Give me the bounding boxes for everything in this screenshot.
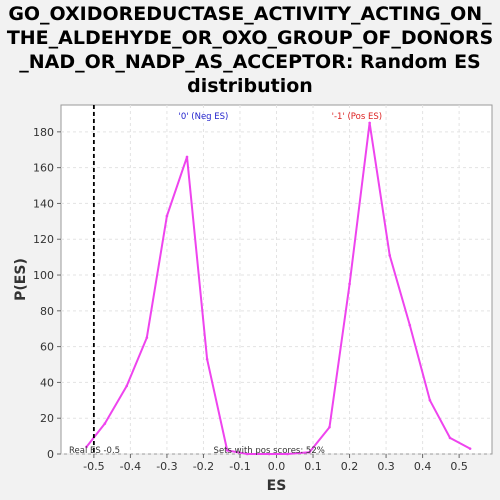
x-tick-label: 0.0 [268,460,286,473]
data-point [165,214,169,218]
y-tick-label: 160 [33,162,54,175]
data-point [368,121,371,125]
data-point [448,436,452,440]
series-line [85,121,471,455]
x-axis: -0.5 -0.4 -0.3 -0.2 -0.1 0.0 0.1 0.2 0.3 0.4 0.5 [83,454,468,473]
data-point [468,447,472,450]
x-tick-label: 0.3 [377,460,395,473]
pos-es-label: '-1' (Pos ES) [332,112,382,122]
y-tick-label: 140 [33,197,54,210]
data-point [225,449,229,452]
data-point [408,323,412,327]
x-tick-label: -0.5 [83,460,104,473]
data-point [388,254,392,257]
data-point [103,422,107,425]
y-axis-title: P(ES) [13,258,29,301]
x-tick-label: 0.4 [414,460,432,473]
chart-title-line: distribution [187,75,313,97]
x-tick-label: 0.2 [341,460,359,473]
x-tick-label: -0.3 [156,460,177,473]
y-tick-label: 180 [33,126,54,139]
neg-es-label: '0' (Neg ES) [179,112,229,122]
chart-title-line: GO_OXIDOREDUCTASE_ACTIVITY_ACTING_ON_ [8,3,492,25]
y-tick-label: 120 [33,233,54,246]
data-point [328,425,331,429]
y-tick-label: 0 [47,448,54,461]
y-tick-label: 100 [33,269,54,282]
data-point [348,282,351,286]
x-tick-label: -0.2 [193,460,214,473]
data-point [286,452,289,456]
y-tick-label: 60 [40,341,54,354]
data-point [185,155,189,159]
data-point [125,384,129,388]
gridlines [61,105,492,455]
x-axis-title: ES [267,478,287,494]
y-tick-label: 40 [40,376,54,389]
chart-title-line: THE_ALDEHYDE_OR_OXO_GROUP_OF_DONORS [6,27,494,49]
real-es-label: Real ES -0.5 [69,446,120,456]
x-tick-label: -0.4 [120,460,141,473]
data-point [85,445,88,449]
x-tick-label: 0.5 [450,460,468,473]
x-tick-label: 0.1 [304,460,322,473]
data-point [245,452,249,456]
chart-title-line: _NAD_OR_NADP_AS_ACCEPTOR: Random ES [19,51,481,73]
data-point [308,450,311,454]
y-tick-label: 20 [40,412,54,425]
chart-title: GO_OXIDOREDUCTASE_ACTIVITY_ACTING_ON_ THE… [0,2,500,98]
data-point [205,357,209,361]
x-tick-label: -0.1 [229,460,250,473]
pos-scores-label: Sets with pos scores: 52% [214,446,325,456]
y-axis: 0 20 40 60 80 100 120 140 160 180 [33,126,61,461]
data-point [428,399,432,402]
series-layer [85,121,472,456]
data-point [267,452,271,456]
data-point [145,336,149,339]
y-tick-label: 80 [40,305,54,318]
